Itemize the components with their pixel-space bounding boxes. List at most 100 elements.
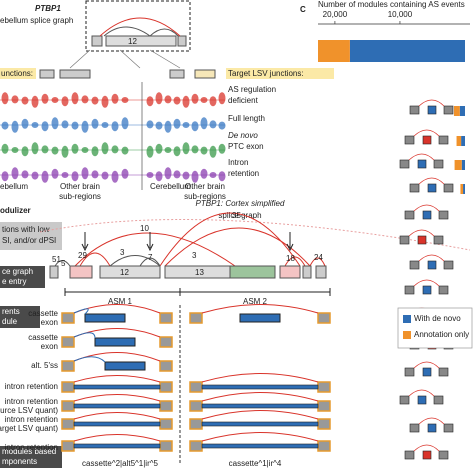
icon-exon (422, 450, 432, 460)
violin (111, 93, 119, 104)
violin (218, 121, 226, 130)
violin (209, 120, 217, 129)
violin (11, 147, 19, 153)
intron (201, 384, 319, 390)
exon (61, 440, 75, 452)
event-label: (target LSV quant) (0, 424, 58, 433)
violin (21, 96, 29, 105)
module-code: cassette^1|ir^4 (229, 459, 282, 468)
junction (201, 373, 319, 383)
chart-title: Number of modules containing AS events (318, 0, 465, 9)
icon-exon (438, 285, 449, 295)
violin (31, 122, 39, 128)
icon-exon (417, 395, 427, 405)
icon-exon (404, 367, 415, 377)
violin (155, 121, 163, 130)
junction-number: 29 (78, 251, 87, 260)
violin (111, 170, 119, 183)
side-text: dule (2, 317, 18, 326)
violin (146, 145, 154, 158)
module-icons (399, 99, 454, 460)
icon-exon (399, 395, 410, 405)
icon-exon (427, 260, 437, 270)
violin (218, 143, 226, 154)
violin (51, 117, 59, 130)
violin (41, 170, 49, 183)
violin (146, 96, 154, 107)
violin (81, 147, 89, 153)
junction (73, 332, 96, 339)
bar (461, 160, 465, 170)
legend-label: Annotation only (414, 330, 469, 339)
violin (146, 172, 154, 178)
splice-graph (39, 212, 471, 465)
bar (461, 136, 465, 146)
row-label: retention (228, 169, 259, 178)
legend-box (397, 307, 473, 349)
icon-exon (443, 260, 454, 270)
violin (182, 142, 190, 155)
violin (191, 93, 199, 104)
side-box (0, 266, 45, 288)
violin (51, 146, 59, 155)
exon (189, 440, 203, 452)
intron (73, 443, 161, 449)
exon (159, 418, 173, 430)
graph-title: PTBP1: Cortex simplified (196, 199, 285, 208)
panel-letter: C (300, 5, 306, 14)
intron (201, 443, 319, 449)
icon-exon (422, 135, 432, 145)
side-box (0, 222, 62, 250)
row-label: PTC exon (228, 142, 264, 151)
exon-number: 13 (195, 268, 204, 277)
exon-icons (39, 49, 216, 79)
violin (173, 96, 181, 105)
icon-exon (427, 183, 437, 193)
violin (71, 92, 79, 105)
violin (218, 92, 226, 105)
violin (31, 95, 39, 108)
exon (104, 361, 146, 371)
junction (201, 304, 319, 314)
icon-junction (413, 444, 440, 452)
violin (101, 171, 109, 180)
exon (159, 336, 173, 348)
icon-exon (427, 105, 437, 115)
violin (200, 117, 208, 130)
junction (73, 356, 106, 363)
bar (318, 40, 350, 62)
junction (73, 412, 161, 420)
icon-junction (418, 417, 445, 425)
violin-plots (0, 82, 226, 190)
violin (155, 143, 163, 154)
icon-exon (438, 367, 449, 377)
junction-number: 24 (314, 253, 323, 262)
violin (121, 168, 129, 179)
event-label: intron retention (5, 443, 58, 452)
violin (164, 120, 172, 133)
exon (317, 418, 331, 430)
junction-number: 7 (148, 253, 153, 262)
exon (317, 381, 331, 393)
bar (459, 106, 465, 116)
junction (73, 375, 161, 383)
violin (91, 118, 99, 129)
exon (61, 312, 75, 324)
side-text: rents (2, 307, 20, 316)
violin (71, 143, 79, 154)
exon (189, 312, 203, 324)
violin (155, 171, 163, 182)
intron (73, 403, 161, 409)
junction-number: 5 (61, 259, 66, 268)
junction-number: 3 (192, 251, 197, 260)
bar (460, 184, 464, 194)
junction (201, 392, 319, 402)
exon (189, 381, 203, 393)
junction (73, 434, 161, 442)
side-box (0, 306, 40, 328)
icon-exon (422, 367, 432, 377)
junction-number: 51 (52, 255, 61, 264)
violin (191, 145, 199, 154)
violin (71, 171, 79, 182)
exon (61, 381, 75, 393)
